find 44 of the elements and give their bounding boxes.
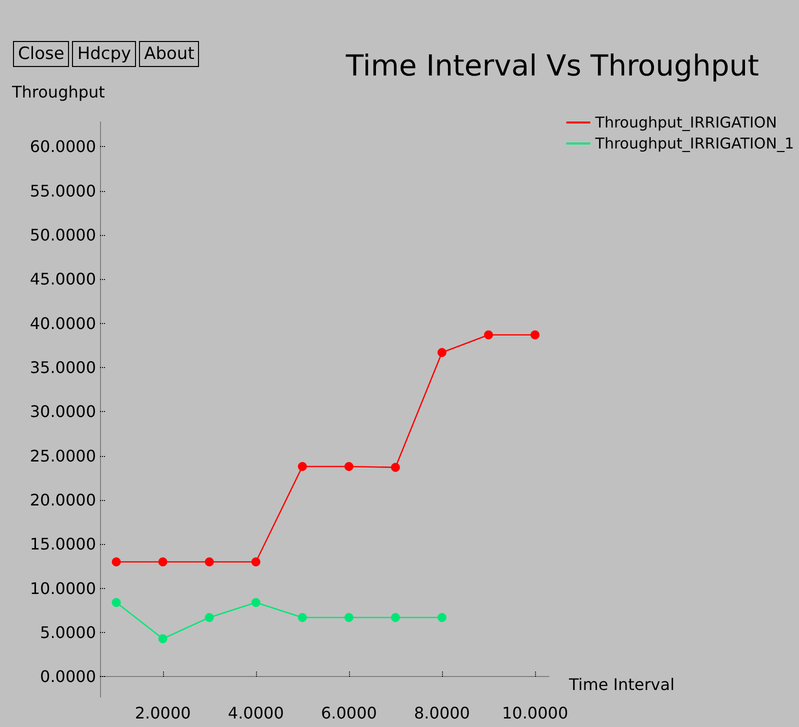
- point: [437, 348, 446, 358]
- point: [204, 557, 214, 566]
- point: [251, 598, 260, 607]
- y-tick-label: 35.0000: [30, 358, 96, 378]
- y-tick-label: 60.0000: [30, 137, 96, 156]
- y-axis-title: Throughput: [11, 82, 105, 102]
- y-tick-label: 50.0000: [30, 226, 96, 245]
- legend-label: Throughput_IRRIGATION: [594, 114, 777, 132]
- point: [484, 330, 494, 340]
- x-tick-label: 2.0000: [134, 704, 191, 722]
- text: About: [139, 41, 200, 67]
- y-tick-label: 0.0000: [40, 667, 96, 686]
- point: [251, 557, 260, 566]
- chart-title: Time Interval Vs Throughput: [344, 48, 760, 82]
- point: [158, 557, 168, 566]
- point: [298, 462, 307, 471]
- x-axis-title: Time Interval: [568, 675, 675, 694]
- y-tick-label: 20.0000: [30, 490, 96, 510]
- point: [204, 613, 214, 622]
- text: Close: [13, 41, 70, 67]
- x-tick-label: 4.0000: [228, 704, 284, 722]
- x-tick-label: 8.0000: [414, 704, 470, 722]
- point: [437, 613, 446, 622]
- point: [344, 462, 354, 471]
- x-tick-label: 10.0000: [502, 704, 568, 722]
- point: [390, 613, 400, 622]
- legend-label: Throughput_IRRIGATION_1: [594, 134, 794, 152]
- point: [390, 462, 400, 472]
- y-tick-label: 15.0000: [30, 534, 96, 554]
- y-tick-label: 5.0000: [40, 623, 96, 642]
- point: [344, 613, 354, 622]
- x-tick-label: 6.0000: [320, 704, 377, 722]
- point: [530, 330, 540, 340]
- point: [112, 598, 121, 607]
- y-tick-label: 10.0000: [30, 578, 96, 598]
- y-tick-label: 30.0000: [30, 402, 96, 422]
- point: [158, 634, 168, 644]
- y-tick-label: 25.0000: [30, 446, 96, 466]
- y-tick-label: 55.0000: [30, 181, 96, 200]
- point: [112, 557, 121, 566]
- point: [298, 613, 307, 622]
- y-tick-label: 45.0000: [30, 270, 96, 289]
- y-tick-label: 40.0000: [30, 314, 96, 333]
- text: Hdcpy: [72, 41, 136, 67]
